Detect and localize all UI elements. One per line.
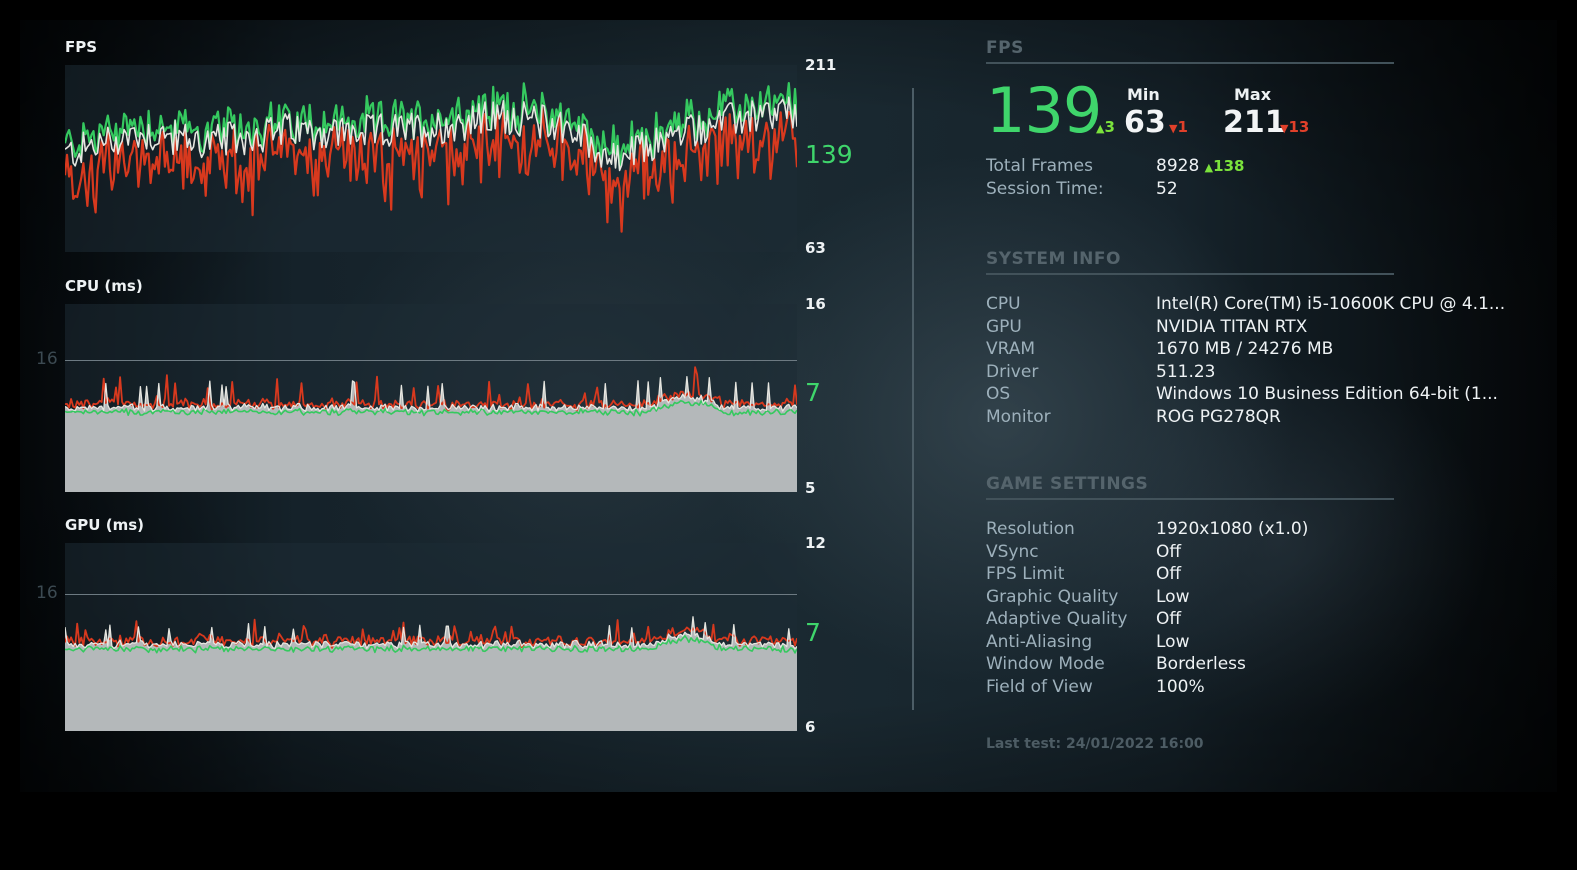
system-info-row: OS Windows 10 Business Edition 64-bit (1.… <box>986 384 1546 407</box>
system-info-value: 511.23 <box>1156 361 1216 382</box>
game-setting-key: Window Mode <box>986 654 1105 674</box>
game-setting-value: Off <box>1156 564 1182 584</box>
system-info-row: Monitor ROG PG278QR <box>986 407 1546 430</box>
system-info-key: VRAM <box>986 339 1036 359</box>
system-info-key: GPU <box>986 316 1022 337</box>
session-time-label: Session Time: <box>986 179 1104 199</box>
system-info-key: Driver <box>986 361 1039 382</box>
gpu-chart-label: GPU (ms) <box>65 516 144 534</box>
benchmark-results-screen: FPS 211 139 63 CPU (ms) 16 16 7 5 GPU (m… <box>20 20 1557 792</box>
max-fps-label: Max <box>1234 85 1272 104</box>
game-setting-key: Field of View <box>986 676 1093 697</box>
system-info-row: GPU NVIDIA TITAN RTX <box>986 317 1546 340</box>
min-fps-delta: ▼1 <box>1169 118 1188 136</box>
system-info-key: Monitor <box>986 406 1051 427</box>
system-info-key: OS <box>986 384 1011 404</box>
cpu-reference-label: 16 <box>36 349 58 369</box>
fps-chart <box>65 65 797 252</box>
min-fps-value: 63 <box>1124 105 1166 140</box>
fps-section-title: FPS <box>986 38 1024 58</box>
min-fps-label: Min <box>1127 85 1160 104</box>
fps-chart-label: FPS <box>65 38 98 56</box>
game-setting-value: Off <box>1156 541 1182 562</box>
system-info-row: Driver 511.23 <box>986 362 1546 385</box>
game-setting-key: VSync <box>986 541 1039 562</box>
cpu-reference-line <box>65 360 797 361</box>
game-setting-key: Resolution <box>986 519 1075 539</box>
gpu-axis-max: 12 <box>805 534 826 552</box>
panel-divider <box>912 88 914 710</box>
game-setting-value: Low <box>1156 586 1190 607</box>
game-setting-row: Window Mode Borderless <box>986 654 1546 677</box>
session-time-value: 52 <box>1156 179 1178 199</box>
total-frames-row: Total Frames 8928 ▲138 <box>986 156 1546 179</box>
max-fps-value: 211 <box>1223 105 1286 140</box>
cpu-frame-time-graph <box>65 366 797 492</box>
session-time-row: Session Time: 52 <box>986 179 1546 202</box>
fps-axis-max: 211 <box>805 56 837 74</box>
game-setting-value: Borderless <box>1156 654 1246 674</box>
gpu-axis-current: 7 <box>805 618 821 647</box>
gpu-frame-time-graph <box>65 616 797 731</box>
game-setting-key: Graphic Quality <box>986 586 1119 607</box>
cpu-chart <box>65 304 797 492</box>
game-setting-value: Off <box>1156 609 1182 629</box>
system-info-rule <box>986 273 1394 275</box>
fps-axis-min: 63 <box>805 239 826 257</box>
game-setting-value: 1920x1080 (x1.0) <box>1156 519 1309 539</box>
system-info-key: CPU <box>986 294 1021 314</box>
gpu-reference-label: 16 <box>36 583 58 603</box>
cpu-chart-label: CPU (ms) <box>65 277 143 295</box>
system-info-value: 1670 MB / 24276 MB <box>1156 339 1334 359</box>
game-setting-key: Adaptive Quality <box>986 609 1128 629</box>
total-frames-delta: ▲138 <box>1204 157 1245 175</box>
game-setting-value: Low <box>1156 631 1190 652</box>
system-info-row: VRAM 1670 MB / 24276 MB <box>986 339 1546 362</box>
game-setting-row: Anti-Aliasing Low <box>986 632 1546 655</box>
gpu-chart <box>65 543 797 731</box>
game-setting-key: FPS Limit <box>986 564 1065 584</box>
up-arrow-icon: ▲ <box>1096 122 1105 135</box>
game-setting-value: 100% <box>1156 676 1205 697</box>
system-info-title: SYSTEM INFO <box>986 249 1121 269</box>
game-setting-key: Anti-Aliasing <box>986 631 1093 652</box>
total-frames-value: 8928 ▲138 <box>1156 156 1245 176</box>
game-setting-row: Graphic Quality Low <box>986 587 1546 610</box>
fps-line-graph <box>65 82 797 233</box>
game-setting-row: Field of View 100% <box>986 677 1546 700</box>
gpu-reference-line <box>65 594 797 595</box>
system-info-row: CPU Intel(R) Core(TM) i5-10600K CPU @ 4.1… <box>986 294 1546 317</box>
total-frames-label: Total Frames <box>986 156 1093 176</box>
game-setting-row: Resolution 1920x1080 (x1.0) <box>986 519 1546 542</box>
up-arrow-icon: ▲ <box>1204 161 1214 174</box>
gpu-axis-min: 6 <box>805 718 816 736</box>
game-settings-rule <box>986 498 1394 500</box>
average-fps-delta: ▲3 <box>1096 118 1115 136</box>
fps-section-rule <box>986 62 1394 64</box>
game-settings-title: GAME SETTINGS <box>986 474 1149 494</box>
system-info-value: NVIDIA TITAN RTX <box>1156 316 1308 337</box>
system-info-value: Intel(R) Core(TM) i5-10600K CPU @ 4.1... <box>1156 294 1506 314</box>
average-fps-value: 139 <box>986 74 1102 147</box>
game-setting-row: Adaptive Quality Off <box>986 609 1546 632</box>
down-arrow-icon: ▼ <box>1169 122 1178 135</box>
cpu-axis-current: 7 <box>805 378 821 407</box>
game-setting-row: FPS Limit Off <box>986 564 1546 587</box>
fps-axis-current: 139 <box>805 140 853 169</box>
system-info-value: Windows 10 Business Edition 64-bit (1... <box>1156 384 1498 404</box>
down-arrow-icon: ▼ <box>1280 122 1289 135</box>
cpu-axis-min: 5 <box>805 479 816 497</box>
last-test-timestamp: Last test: 24/01/2022 16:00 <box>986 736 1204 752</box>
game-setting-row: VSync Off <box>986 542 1546 565</box>
system-info-value: ROG PG278QR <box>1156 406 1281 427</box>
cpu-axis-max: 16 <box>805 295 826 313</box>
max-fps-delta: ▼13 <box>1280 118 1310 136</box>
